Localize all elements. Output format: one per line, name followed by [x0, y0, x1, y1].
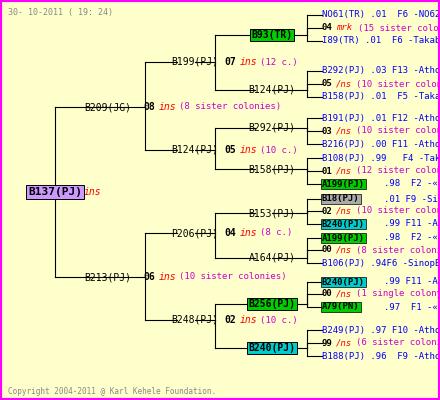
Text: /ns: /ns: [336, 126, 352, 136]
Text: (10 sister colonies): (10 sister colonies): [356, 126, 440, 136]
Text: ins: ins: [159, 272, 176, 282]
Text: (15 sister colonies): (15 sister colonies): [358, 24, 440, 32]
Text: 09: 09: [68, 187, 80, 197]
Text: 07: 07: [224, 57, 236, 67]
Text: ins: ins: [240, 145, 258, 155]
Text: 01: 01: [322, 166, 333, 176]
Text: mrk: mrk: [336, 24, 352, 32]
Text: .01 F9 -SinopEgg86R: .01 F9 -SinopEgg86R: [384, 194, 440, 204]
Text: /ns: /ns: [336, 246, 352, 254]
Text: .98  F2 -«ankiri97R: .98 F2 -«ankiri97R: [384, 234, 440, 242]
Text: 04: 04: [322, 24, 333, 32]
Text: .99 F11 -AthosSt80R: .99 F11 -AthosSt80R: [384, 278, 440, 286]
Text: B249(PJ) .97 F10 -AthosSt80R: B249(PJ) .97 F10 -AthosSt80R: [322, 326, 440, 334]
Text: B199(PJ): B199(PJ): [172, 57, 219, 67]
Text: 99: 99: [322, 338, 333, 348]
Text: 00: 00: [322, 246, 333, 254]
Text: ins: ins: [240, 57, 258, 67]
Text: B124(PJ): B124(PJ): [172, 145, 219, 155]
Text: (10 sister colonies): (10 sister colonies): [356, 206, 440, 216]
Text: B188(PJ) .96  F9 -AthosSt80R: B188(PJ) .96 F9 -AthosSt80R: [322, 352, 440, 360]
Text: B209(JG): B209(JG): [84, 102, 132, 112]
Text: (8 sister colonies): (8 sister colonies): [356, 246, 440, 254]
Text: /ns: /ns: [336, 80, 352, 88]
Text: (8 sister colonies): (8 sister colonies): [179, 102, 281, 112]
Text: (10 sister colonies): (10 sister colonies): [179, 272, 286, 282]
Text: A79(PN): A79(PN): [322, 302, 359, 312]
Text: B106(PJ) .94F6 -SinopEgg86R: B106(PJ) .94F6 -SinopEgg86R: [322, 258, 440, 268]
Text: B137(PJ): B137(PJ): [28, 187, 82, 197]
Text: B158(PJ) .01  F5 -Takab93R: B158(PJ) .01 F5 -Takab93R: [322, 92, 440, 102]
Text: /ns: /ns: [336, 290, 352, 298]
Text: B18(PJ): B18(PJ): [322, 194, 359, 204]
Text: (6 sister colonies): (6 sister colonies): [356, 338, 440, 348]
Text: A164(PJ): A164(PJ): [249, 253, 296, 263]
Text: .97  F1 -«ankiri97R: .97 F1 -«ankiri97R: [384, 302, 440, 312]
Text: B93(TR): B93(TR): [251, 30, 293, 40]
Text: A199(PJ): A199(PJ): [322, 180, 365, 188]
Text: .98  F2 -«ankiri97R: .98 F2 -«ankiri97R: [384, 180, 440, 188]
Text: P206(PJ): P206(PJ): [172, 228, 219, 238]
Text: B240(PJ): B240(PJ): [322, 278, 365, 286]
Text: B292(PJ) .03 F13 -AthosSt80R: B292(PJ) .03 F13 -AthosSt80R: [322, 66, 440, 76]
Text: ins: ins: [240, 315, 258, 325]
Text: (10 c.): (10 c.): [260, 316, 297, 324]
Text: 02: 02: [224, 315, 236, 325]
Text: B158(PJ): B158(PJ): [249, 164, 296, 174]
Text: NO61(TR) .01  F6 -NO6294R: NO61(TR) .01 F6 -NO6294R: [322, 10, 440, 20]
Text: B240(PJ): B240(PJ): [322, 220, 365, 228]
Text: B240(PJ): B240(PJ): [249, 343, 296, 353]
Text: ins: ins: [159, 102, 176, 112]
Text: ins: ins: [84, 187, 102, 197]
Text: 04: 04: [224, 228, 236, 238]
Text: 02: 02: [322, 206, 333, 216]
Text: (8 c.): (8 c.): [260, 228, 292, 238]
Text: 03: 03: [322, 126, 333, 136]
Text: B216(PJ) .00 F11 -AthosSt80R: B216(PJ) .00 F11 -AthosSt80R: [322, 140, 440, 148]
Text: 05: 05: [224, 145, 236, 155]
Text: 08: 08: [143, 102, 155, 112]
Text: B248(PJ): B248(PJ): [172, 315, 219, 325]
Text: B153(PJ): B153(PJ): [249, 208, 296, 218]
Text: 06: 06: [143, 272, 155, 282]
Text: /ns: /ns: [336, 166, 352, 176]
Text: ins: ins: [240, 228, 258, 238]
Text: 05: 05: [322, 80, 333, 88]
Text: /ns: /ns: [336, 338, 352, 348]
Text: (12 sister colonies): (12 sister colonies): [356, 166, 440, 176]
Text: (12 c.): (12 c.): [260, 58, 297, 66]
Text: B256(PJ): B256(PJ): [249, 299, 296, 309]
Text: B292(PJ): B292(PJ): [249, 123, 296, 133]
Text: (1 single colony): (1 single colony): [356, 290, 440, 298]
Text: (10 sister colonies): (10 sister colonies): [356, 80, 440, 88]
Text: B191(PJ) .01 F12 -AthosSt80R: B191(PJ) .01 F12 -AthosSt80R: [322, 114, 440, 122]
Text: A199(PJ): A199(PJ): [322, 234, 365, 242]
Text: 00: 00: [322, 290, 333, 298]
Text: 30- 10-2011 ( 19: 24): 30- 10-2011 ( 19: 24): [8, 8, 113, 16]
Text: .99 F11 -AthosSt80R: .99 F11 -AthosSt80R: [384, 220, 440, 228]
Text: (10 c.): (10 c.): [260, 146, 297, 154]
Text: B213(PJ): B213(PJ): [84, 272, 132, 282]
Text: B124(PJ): B124(PJ): [249, 85, 296, 95]
Text: I89(TR) .01  F6 -Takab93aR: I89(TR) .01 F6 -Takab93aR: [322, 36, 440, 46]
Text: B108(PJ) .99   F4 -Takab93R: B108(PJ) .99 F4 -Takab93R: [322, 154, 440, 162]
Text: /ns: /ns: [336, 206, 352, 216]
Text: Copyright 2004-2011 @ Karl Kehele Foundation.: Copyright 2004-2011 @ Karl Kehele Founda…: [8, 388, 216, 396]
